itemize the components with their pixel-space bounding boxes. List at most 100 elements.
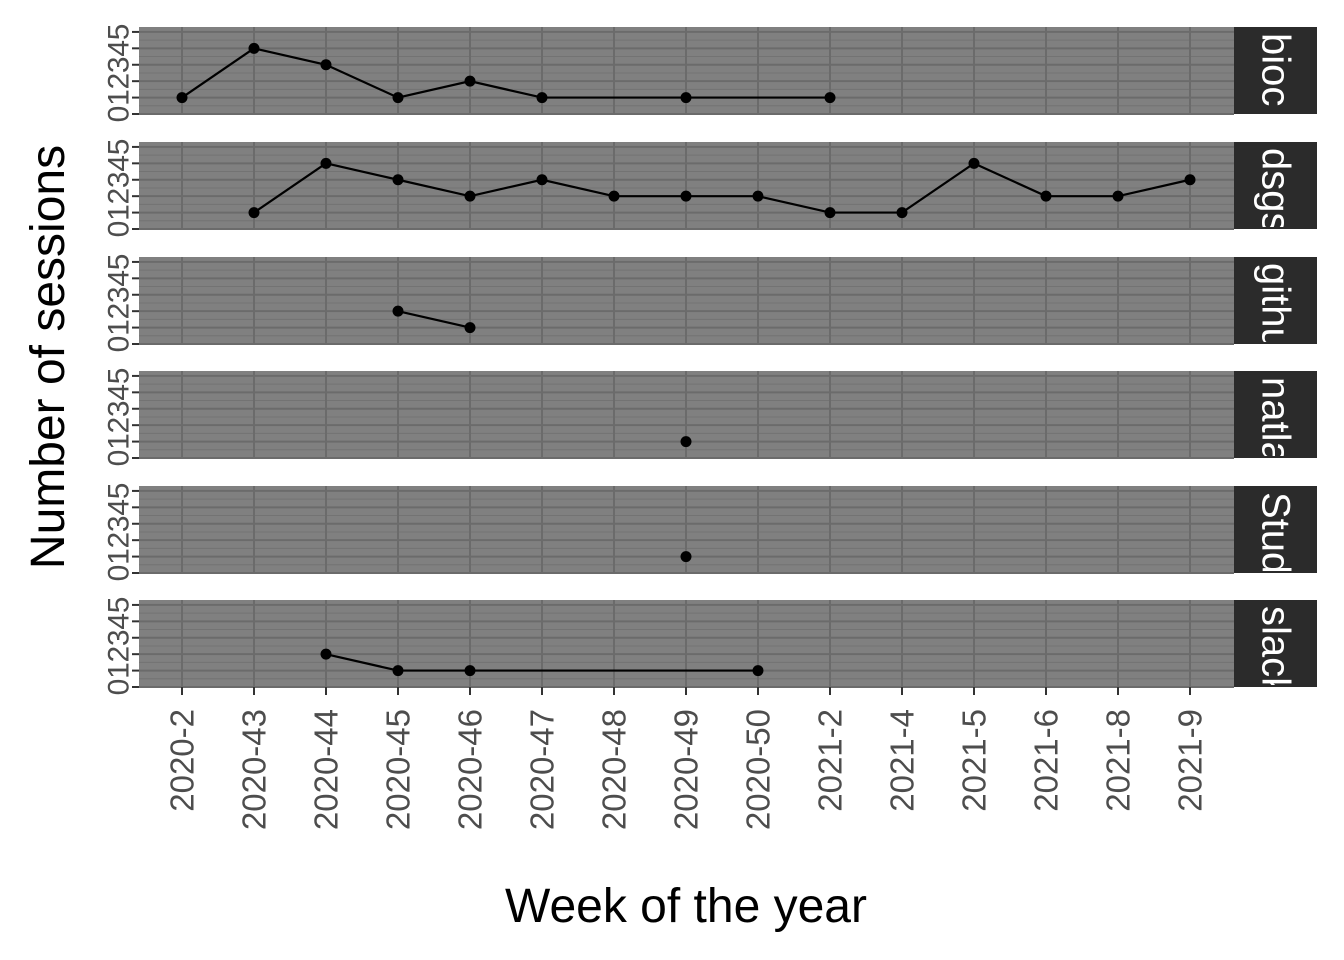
- data-point: [320, 157, 332, 169]
- x-tick-label: 2020-43: [236, 709, 273, 830]
- data-point: [176, 92, 188, 104]
- x-tick-label: 2020-48: [596, 709, 633, 830]
- data-point: [464, 322, 476, 334]
- y-tick-label: 5: [103, 254, 136, 271]
- x-axis: 2020-2 2020-43 2020-44 2020-45 2020-46 2020-4…: [164, 687, 1209, 830]
- y-tick-label: 3: [103, 56, 136, 73]
- y-tick-label: 3: [103, 515, 136, 532]
- x-tick-label: 2020-2: [164, 709, 201, 812]
- y-tick-label: 2: [103, 303, 136, 320]
- series-line: [325, 653, 758, 672]
- data-point: [1040, 190, 1052, 202]
- data-point: [680, 190, 692, 202]
- data-point: [680, 551, 692, 563]
- x-tick-label: 2021-2: [812, 709, 849, 812]
- data-point: [680, 92, 692, 104]
- x-tick-label: 2021-9: [1172, 709, 1209, 812]
- strip-label: Studs: [1254, 492, 1298, 594]
- y-tick-label: 4: [103, 384, 136, 401]
- data-point: [464, 665, 476, 677]
- strip-label: dsgs: [1254, 148, 1298, 233]
- y-tick-label: 0: [103, 450, 136, 467]
- y-tick-label: 5: [103, 597, 136, 614]
- series-line: [397, 310, 471, 329]
- y-tick-label: 1: [103, 319, 136, 336]
- y-tick-label: 5: [103, 24, 136, 41]
- y-tick-label: 1: [103, 433, 136, 450]
- data-point: [824, 92, 836, 104]
- data-point: [392, 305, 404, 317]
- data-point: [464, 190, 476, 202]
- data-point: [752, 190, 764, 202]
- strip-background: [1234, 486, 1317, 573]
- strip-background: [1234, 600, 1317, 687]
- y-tick-label: 1: [103, 662, 136, 679]
- y-tick-label: 3: [103, 400, 136, 417]
- data-point: [536, 174, 548, 186]
- data-point: [608, 190, 620, 202]
- y-tick-label: 4: [103, 40, 136, 57]
- y-tick-label: 5: [103, 139, 136, 156]
- data-point: [968, 157, 980, 169]
- x-tick-label: 2020-46: [452, 709, 489, 830]
- x-tick-label: 2021-6: [1028, 709, 1065, 812]
- y-tick-label: 4: [103, 613, 136, 630]
- strip-background: [1234, 257, 1317, 344]
- y-tick-label: 0: [103, 679, 136, 696]
- y-tick-label: 4: [103, 155, 136, 172]
- strip-background: [1234, 27, 1317, 114]
- data-point: [392, 174, 404, 186]
- strip-label: slack: [1254, 606, 1298, 698]
- data-point: [752, 665, 764, 677]
- strip-background: [1234, 371, 1317, 458]
- panels-group: 012345bioc012345dsgs012345githuk012345na…: [103, 24, 1317, 698]
- data-point: [1184, 174, 1196, 186]
- data-point: [320, 648, 332, 660]
- y-tick-label: 3: [103, 629, 136, 646]
- y-tick-label: 1: [103, 204, 136, 221]
- x-tick-label: 2020-44: [308, 709, 345, 830]
- y-tick-label: 2: [103, 188, 136, 205]
- strip-background: [1234, 142, 1317, 229]
- y-tick-label: 2: [103, 73, 136, 90]
- y-tick-label: 2: [103, 417, 136, 434]
- y-tick-label: 2: [103, 532, 136, 549]
- x-tick-label: 2021-4: [884, 709, 921, 812]
- y-tick-label: 5: [103, 368, 136, 385]
- y-tick-label: 3: [103, 171, 136, 188]
- x-tick-label: 2020-45: [380, 709, 417, 830]
- x-tick-label: 2020-47: [524, 709, 561, 830]
- series-line: [181, 47, 830, 99]
- x-axis-title: Week of the year: [505, 880, 867, 933]
- y-tick-label: 0: [103, 565, 136, 582]
- data-point: [680, 436, 692, 448]
- y-tick-label: 5: [103, 483, 136, 500]
- strip-label: githuk: [1254, 263, 1298, 371]
- data-point: [392, 665, 404, 677]
- data-point: [1112, 190, 1124, 202]
- y-tick-label: 1: [103, 548, 136, 565]
- y-tick-label: 0: [103, 221, 136, 238]
- x-tick-label: 2021-5: [956, 709, 993, 812]
- x-tick-label: 2020-50: [740, 709, 777, 830]
- x-tick-label: 2020-49: [668, 709, 705, 830]
- data-point: [536, 92, 548, 104]
- y-tick-label: 0: [103, 336, 136, 353]
- y-tick-label: 2: [103, 646, 136, 663]
- data-point: [824, 207, 836, 219]
- data-point: [896, 207, 908, 219]
- data-point: [248, 42, 260, 54]
- series-line: [253, 162, 1191, 214]
- data-point: [320, 59, 332, 71]
- data-point: [248, 207, 260, 219]
- data-point: [392, 92, 404, 104]
- data-point: [464, 75, 476, 87]
- y-tick-label: 0: [103, 106, 136, 123]
